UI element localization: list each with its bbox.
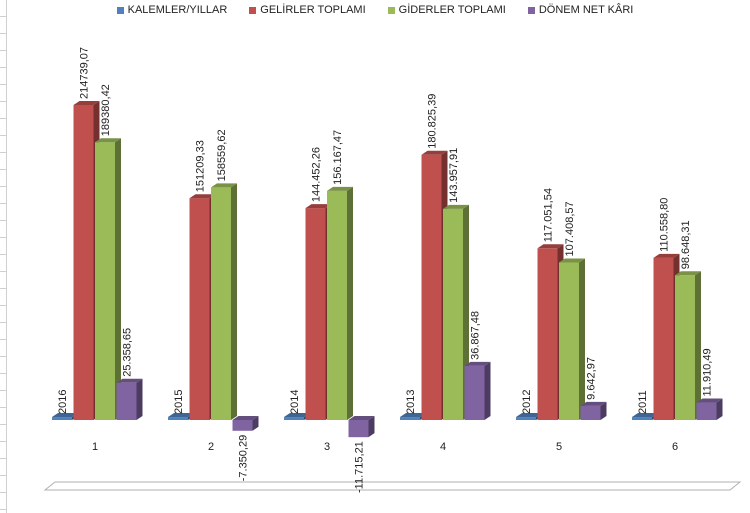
data-label-s2-c4: 180.825,39	[427, 94, 439, 149]
category-label-3: 3	[324, 441, 330, 453]
category-label-4: 4	[440, 441, 446, 453]
bar-4-cat-1	[116, 378, 143, 420]
data-label-s2-c6: 110.558,80	[659, 198, 671, 252]
data-label-s4-c5: 9.642,97	[586, 357, 598, 400]
data-label-s4-c3: -11.715,21	[354, 441, 366, 493]
legend-item-net-kar: DÖNEM NET KÂRI	[527, 4, 634, 16]
data-label-s1-c6: 2011	[637, 390, 649, 414]
data-label-s1-c2: 2015	[173, 390, 185, 414]
bars-layer	[52, 101, 723, 438]
category-label-2: 2	[208, 441, 214, 453]
data-label-s3-c6: 98.648,31	[680, 220, 692, 269]
data-label-s4-c6: 11.910,49	[702, 348, 714, 396]
bar-3-cat-3	[327, 186, 353, 420]
bar-3-cat-6	[675, 271, 701, 420]
legend-item-kalemler: KALEMLER/YILLAR	[116, 4, 228, 16]
data-label-s1-c5: 2012	[521, 390, 533, 414]
legend-swatch-net-kar	[527, 6, 535, 14]
data-label-s2-c2: 151209,33	[195, 140, 207, 192]
legend-swatch-kalemler	[116, 6, 124, 14]
data-label-s3-c4: 143.957,91	[448, 148, 460, 203]
legend-label-net-kar: DÖNEM NET KÂRI	[538, 4, 634, 16]
bar-4-cat-3	[348, 416, 375, 438]
category-label-5: 5	[556, 441, 562, 453]
data-label-s2-c1: 214739,07	[79, 47, 91, 99]
legend-label-gelirler: GELİRLER TOPLAMI	[260, 4, 366, 16]
category-label-1: 1	[92, 441, 98, 453]
data-label-s3-c1: 189380,42	[100, 84, 112, 136]
bar-3-cat-2	[211, 183, 237, 420]
data-label-s3-c2: 158559,62	[216, 129, 228, 181]
category-label-6: 6	[672, 441, 678, 453]
legend-item-giderler: GİDERLER TOPLAMI	[387, 4, 506, 16]
bar-4-cat-6	[696, 398, 723, 420]
bar-4-cat-5	[580, 401, 607, 420]
bar-3-cat-1	[95, 138, 121, 420]
bar-4-cat-2	[232, 416, 259, 431]
bar-4-cat-4	[464, 361, 491, 420]
data-label-s1-c3: 2014	[289, 390, 301, 414]
data-label-s1-c4: 2013	[405, 390, 417, 414]
data-label-s3-c3: 156.167,47	[332, 130, 344, 185]
legend-item-gelirler: GELİRLER TOPLAMI	[249, 4, 366, 16]
left-ruler	[0, 0, 7, 513]
data-label-s3-c5: 107.408,57	[564, 201, 576, 256]
bar-3-cat-5	[559, 258, 585, 420]
data-label-s4-c4: 36.867,48	[470, 311, 482, 360]
labels-layer: 2016 214739,07 189380,42 25.358,65 1 2015 1512…	[57, 47, 714, 493]
data-label-s1-c1: 2016	[57, 390, 69, 414]
legend-swatch-giderler	[387, 6, 395, 14]
legend-label-kalemler: KALEMLER/YILLAR	[127, 4, 228, 16]
legend: KALEMLER/YILLAR GELİRLER TOPLAMI GİDERLE…	[0, 4, 750, 16]
chart-floor	[43, 481, 742, 491]
data-label-s2-c3: 144.452,26	[311, 147, 323, 202]
data-label-s2-c5: 117.051,54	[543, 188, 555, 242]
data-label-s4-c1: 25.358,65	[122, 328, 134, 377]
data-label-s4-c2: -7.350,29	[238, 435, 250, 481]
legend-swatch-gelirler	[249, 6, 257, 14]
legend-label-giderler: GİDERLER TOPLAMI	[398, 4, 506, 16]
